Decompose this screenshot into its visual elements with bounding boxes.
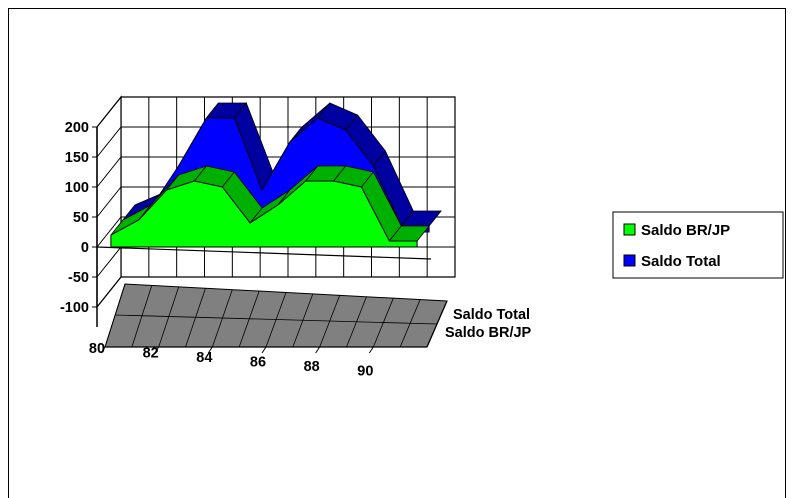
legend-swatch-saldo-total bbox=[624, 255, 635, 266]
chart-frame: 200 150 100 50 0 -50 -100 80 82 84 86 88 90 Saldo T… bbox=[8, 8, 786, 498]
depth-label-saldo-br-jp: Saldo BR/JP bbox=[445, 325, 532, 341]
depth-label-saldo-total: Saldo Total bbox=[453, 307, 530, 323]
chart-legend: Saldo BR/JP Saldo Total bbox=[613, 212, 783, 278]
depth-axis-labels: Saldo Total Saldo BR/JP bbox=[445, 307, 532, 341]
x-tick-label: 88 bbox=[304, 359, 320, 375]
y-tick-label: -50 bbox=[68, 270, 89, 286]
x-tick-label: 80 bbox=[89, 341, 105, 357]
x-tick-label: 84 bbox=[196, 350, 212, 366]
y-tick-label: -100 bbox=[60, 300, 89, 316]
y-tick-label: 50 bbox=[73, 210, 89, 226]
x-tick-mark bbox=[262, 347, 266, 353]
chart-floor bbox=[105, 284, 447, 347]
legend-label-saldo-br-jp: Saldo BR/JP bbox=[641, 222, 730, 239]
legend-label-saldo-total: Saldo Total bbox=[641, 253, 721, 270]
x-tick-mark bbox=[316, 347, 320, 353]
x-tick-mark bbox=[369, 347, 373, 353]
y-tick-label: 150 bbox=[65, 150, 89, 166]
x-tick-label: 82 bbox=[143, 346, 159, 362]
y-tick-label: 0 bbox=[81, 240, 89, 256]
x-tick-label: 90 bbox=[357, 364, 373, 380]
floor-plane bbox=[105, 284, 447, 347]
y-tick-label: 100 bbox=[65, 180, 89, 196]
y-tick-label: 200 bbox=[65, 120, 89, 136]
legend-swatch-saldo-br-jp bbox=[624, 224, 635, 235]
x-tick-label: 86 bbox=[250, 355, 266, 371]
chart-3d-area: 200 150 100 50 0 -50 -100 80 82 84 86 88 90 Saldo T… bbox=[9, 9, 787, 484]
y-axis-tick-labels: 200 150 100 50 0 -50 -100 bbox=[60, 120, 97, 316]
